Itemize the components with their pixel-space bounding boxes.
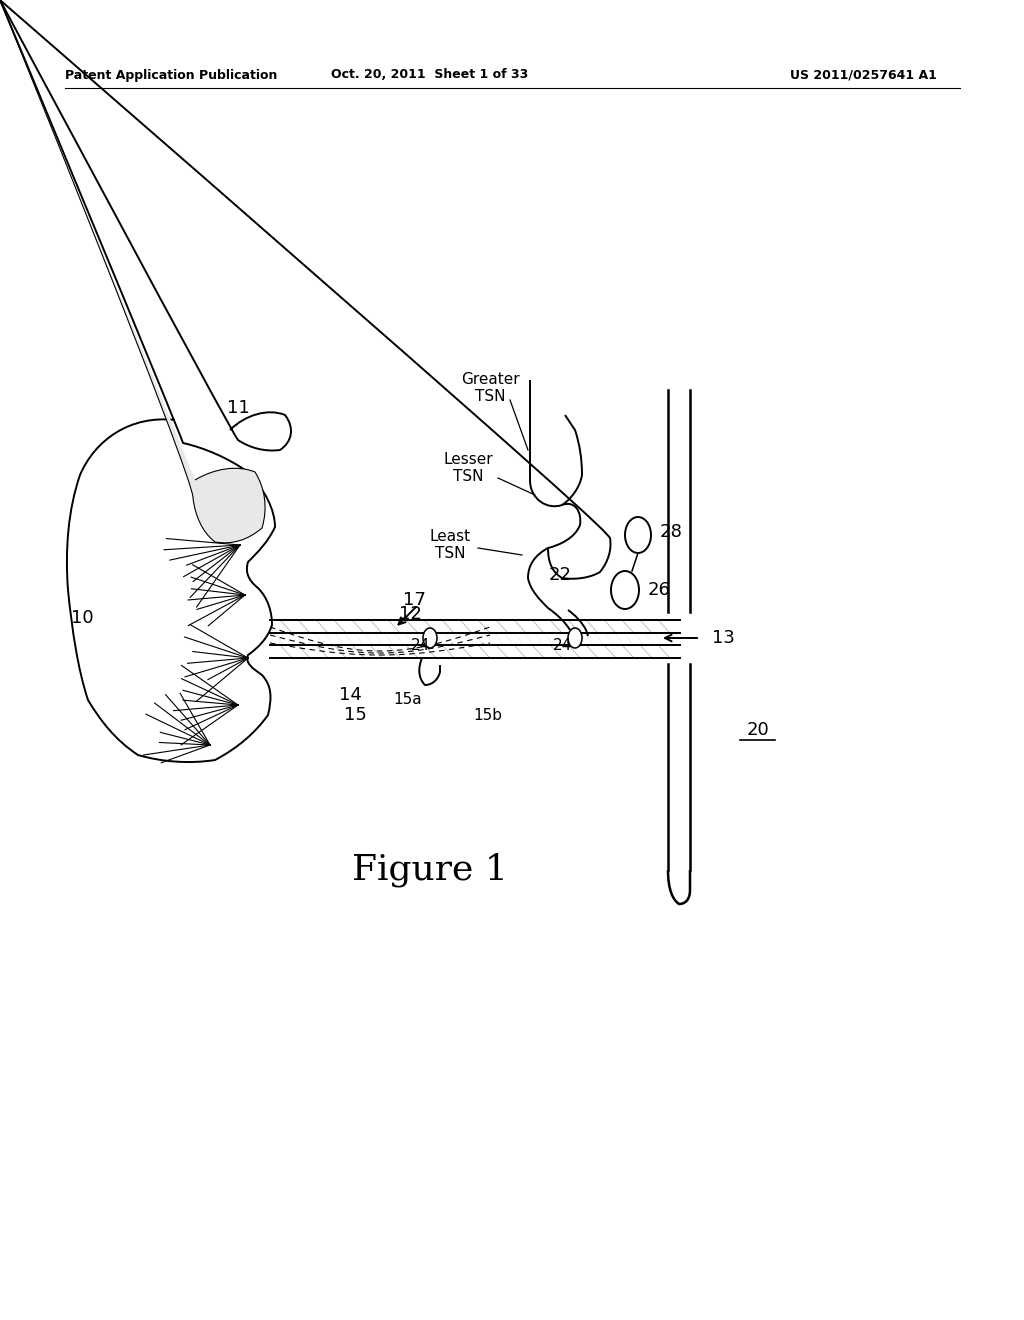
PathPatch shape (0, 420, 275, 1320)
Ellipse shape (423, 628, 437, 648)
Text: 11: 11 (226, 399, 250, 417)
PathPatch shape (0, 469, 265, 1320)
Ellipse shape (611, 572, 639, 609)
Text: 10: 10 (71, 609, 93, 627)
Text: Patent Application Publication: Patent Application Publication (65, 69, 278, 82)
Text: Oct. 20, 2011  Sheet 1 of 33: Oct. 20, 2011 Sheet 1 of 33 (332, 69, 528, 82)
Text: 24: 24 (411, 638, 430, 652)
Text: 22: 22 (549, 566, 571, 583)
Text: Least
TSN: Least TSN (429, 529, 471, 561)
Text: 12: 12 (398, 605, 422, 623)
Text: 24: 24 (553, 638, 572, 652)
Text: 15b: 15b (473, 708, 503, 722)
Text: 15a: 15a (393, 693, 422, 708)
Text: 17: 17 (403, 591, 426, 609)
Ellipse shape (625, 517, 651, 553)
Text: 26: 26 (648, 581, 671, 599)
Text: Greater
TSN: Greater TSN (461, 372, 519, 404)
Text: 15: 15 (344, 706, 367, 723)
Ellipse shape (568, 628, 582, 648)
PathPatch shape (0, 412, 291, 1320)
Text: 13: 13 (712, 630, 735, 647)
Text: 28: 28 (660, 523, 683, 541)
Text: 20: 20 (746, 721, 769, 739)
Text: Figure 1: Figure 1 (352, 853, 508, 887)
Text: Lesser
TSN: Lesser TSN (443, 451, 493, 484)
Text: US 2011/0257641 A1: US 2011/0257641 A1 (790, 69, 937, 82)
Text: 14: 14 (339, 686, 361, 704)
